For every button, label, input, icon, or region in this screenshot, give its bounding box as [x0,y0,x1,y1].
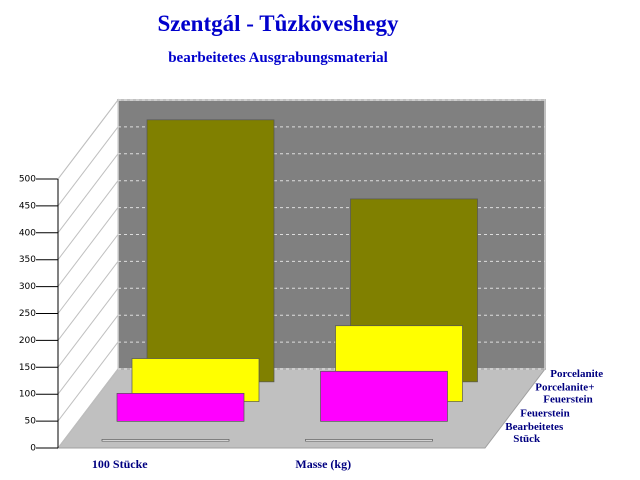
bar [305,439,433,442]
y-tick-label: 250 [19,309,36,319]
legend-label: Feuerstein [520,407,569,419]
grid-line [57,207,119,287]
bar [101,439,230,442]
grid-line [57,99,119,180]
legend-label: Porcelanite [550,368,603,380]
x-tick-label: Masse (kg) [295,457,351,471]
y-tick-label: 50 [25,417,37,427]
y-tick-label: 200 [19,336,36,346]
y-tick-label: 500 [19,175,36,185]
bar [146,119,275,383]
y-tick-label: 100 [19,390,36,400]
chart-subtitle: bearbeitetes Ausgrabungsmaterial [168,50,388,66]
x-tick-label: 100 Stücke [92,457,148,471]
grid-line [57,180,119,261]
bar [320,370,448,422]
y-tick-label: 450 [19,201,36,211]
y-tick-label: 300 [19,282,36,292]
y-tick-label: 400 [19,228,36,238]
grid-line [57,153,119,234]
bar [116,393,245,422]
y-tick-label: 0 [30,444,36,454]
grid-line [57,126,119,207]
grid-line [57,287,119,368]
grid-line [57,314,119,395]
legend-label: Porcelanite+ Feuerstein [535,382,594,406]
legend-label: Bearbeitetes Stück [505,421,564,445]
chart-title: Szentgál - Tûzköveshegy [157,11,399,36]
grid-line [57,234,119,314]
y-tick-label: 350 [19,255,36,265]
grid-line [57,368,119,449]
y-tick-label: 150 [19,363,36,373]
grid-line [57,261,119,341]
grid-line [57,341,119,422]
